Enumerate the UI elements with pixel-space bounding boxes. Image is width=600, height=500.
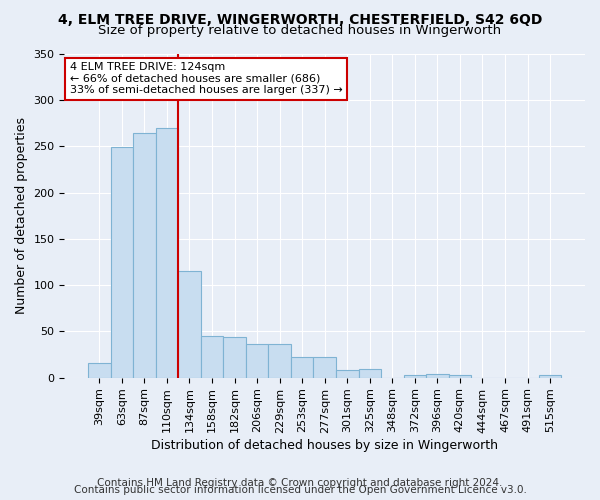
Bar [133, 132, 155, 378]
Bar [223, 337, 246, 378]
Text: Contains public sector information licensed under the Open Government Licence v3: Contains public sector information licen… [74, 485, 526, 495]
Bar [336, 370, 359, 378]
Bar [88, 363, 110, 378]
Y-axis label: Number of detached properties: Number of detached properties [15, 118, 28, 314]
Bar [291, 358, 313, 378]
Bar [268, 344, 291, 378]
Bar [359, 370, 381, 378]
Bar [426, 374, 449, 378]
Text: Size of property relative to detached houses in Wingerworth: Size of property relative to detached ho… [98, 24, 502, 37]
Bar [539, 375, 562, 378]
Bar [155, 128, 178, 378]
Bar [449, 375, 471, 378]
Text: Contains HM Land Registry data © Crown copyright and database right 2024.: Contains HM Land Registry data © Crown c… [97, 478, 503, 488]
Bar [313, 358, 336, 378]
X-axis label: Distribution of detached houses by size in Wingerworth: Distribution of detached houses by size … [151, 440, 498, 452]
Text: 4 ELM TREE DRIVE: 124sqm
← 66% of detached houses are smaller (686)
33% of semi-: 4 ELM TREE DRIVE: 124sqm ← 66% of detach… [70, 62, 343, 96]
Bar [178, 272, 201, 378]
Bar [201, 336, 223, 378]
Bar [246, 344, 268, 378]
Text: 4, ELM TREE DRIVE, WINGERWORTH, CHESTERFIELD, S42 6QD: 4, ELM TREE DRIVE, WINGERWORTH, CHESTERF… [58, 12, 542, 26]
Bar [110, 148, 133, 378]
Bar [404, 375, 426, 378]
